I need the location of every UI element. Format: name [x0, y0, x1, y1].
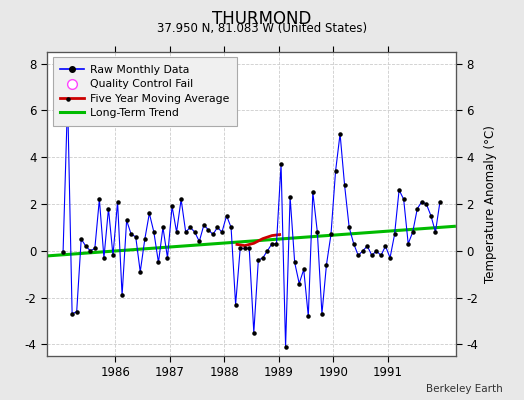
Point: [168, 203, 176, 210]
Point: [304, 313, 312, 320]
Point: [427, 212, 435, 219]
Point: [136, 269, 145, 275]
Point: [259, 254, 267, 261]
Point: [222, 212, 231, 219]
Point: [345, 224, 353, 230]
Point: [309, 189, 317, 196]
Point: [372, 248, 380, 254]
Point: [286, 194, 294, 200]
Point: [245, 245, 254, 252]
Point: [181, 229, 190, 235]
Point: [177, 196, 185, 202]
Point: [350, 240, 358, 247]
Point: [91, 245, 99, 252]
Point: [322, 262, 331, 268]
Point: [236, 245, 244, 252]
Point: [191, 229, 199, 235]
Point: [409, 229, 417, 235]
Point: [59, 249, 67, 255]
Point: [404, 240, 412, 247]
Point: [281, 344, 290, 350]
Point: [422, 201, 431, 207]
Point: [418, 198, 426, 205]
Point: [295, 280, 303, 287]
Text: Berkeley Earth: Berkeley Earth: [427, 384, 503, 394]
Point: [118, 292, 126, 298]
Point: [399, 196, 408, 202]
Point: [436, 198, 444, 205]
Point: [132, 234, 140, 240]
Point: [68, 311, 77, 317]
Point: [104, 206, 113, 212]
Point: [336, 131, 344, 137]
Point: [363, 243, 372, 249]
Y-axis label: Temperature Anomaly (°C): Temperature Anomaly (°C): [484, 125, 497, 283]
Point: [113, 198, 122, 205]
Point: [123, 217, 131, 224]
Point: [172, 229, 181, 235]
Point: [313, 229, 322, 235]
Point: [377, 252, 385, 259]
Point: [290, 259, 299, 266]
Point: [186, 224, 194, 230]
Point: [331, 168, 340, 174]
Point: [145, 210, 154, 216]
Point: [72, 308, 81, 315]
Point: [390, 231, 399, 238]
Point: [249, 330, 258, 336]
Point: [77, 236, 85, 242]
Text: THURMOND: THURMOND: [212, 10, 312, 28]
Point: [109, 252, 117, 259]
Point: [100, 254, 108, 261]
Point: [413, 206, 421, 212]
Point: [368, 252, 376, 259]
Point: [268, 240, 276, 247]
Point: [209, 231, 217, 238]
Point: [163, 254, 172, 261]
Point: [272, 240, 281, 247]
Point: [358, 248, 367, 254]
Point: [341, 182, 349, 188]
Point: [277, 161, 285, 168]
Text: 37.950 N, 81.083 W (United States): 37.950 N, 81.083 W (United States): [157, 22, 367, 35]
Point: [154, 259, 162, 266]
Point: [354, 252, 363, 259]
Point: [218, 229, 226, 235]
Point: [150, 229, 158, 235]
Point: [63, 96, 72, 102]
Point: [431, 229, 440, 235]
Point: [95, 196, 104, 202]
Point: [381, 243, 390, 249]
Point: [227, 224, 235, 230]
Point: [386, 254, 394, 261]
Point: [86, 248, 94, 254]
Legend: Raw Monthly Data, Quality Control Fail, Five Year Moving Average, Long-Term Tren: Raw Monthly Data, Quality Control Fail, …: [52, 58, 237, 126]
Point: [395, 187, 403, 193]
Point: [140, 236, 149, 242]
Point: [300, 266, 308, 273]
Point: [204, 226, 213, 233]
Point: [254, 257, 263, 263]
Point: [127, 231, 135, 238]
Point: [213, 224, 222, 230]
Point: [241, 245, 249, 252]
Point: [232, 301, 240, 308]
Point: [318, 311, 326, 317]
Point: [327, 231, 335, 238]
Point: [159, 224, 167, 230]
Point: [195, 238, 203, 245]
Point: [263, 248, 271, 254]
Point: [82, 243, 90, 249]
Point: [200, 222, 208, 228]
